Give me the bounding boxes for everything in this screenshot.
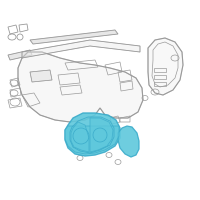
Polygon shape bbox=[30, 70, 52, 82]
Polygon shape bbox=[65, 126, 119, 154]
Polygon shape bbox=[90, 118, 113, 152]
Polygon shape bbox=[18, 52, 143, 122]
Polygon shape bbox=[65, 113, 120, 156]
Polygon shape bbox=[71, 122, 89, 152]
Polygon shape bbox=[30, 30, 118, 44]
Polygon shape bbox=[148, 38, 183, 95]
Polygon shape bbox=[22, 40, 140, 58]
Polygon shape bbox=[118, 126, 139, 157]
Polygon shape bbox=[8, 50, 32, 60]
